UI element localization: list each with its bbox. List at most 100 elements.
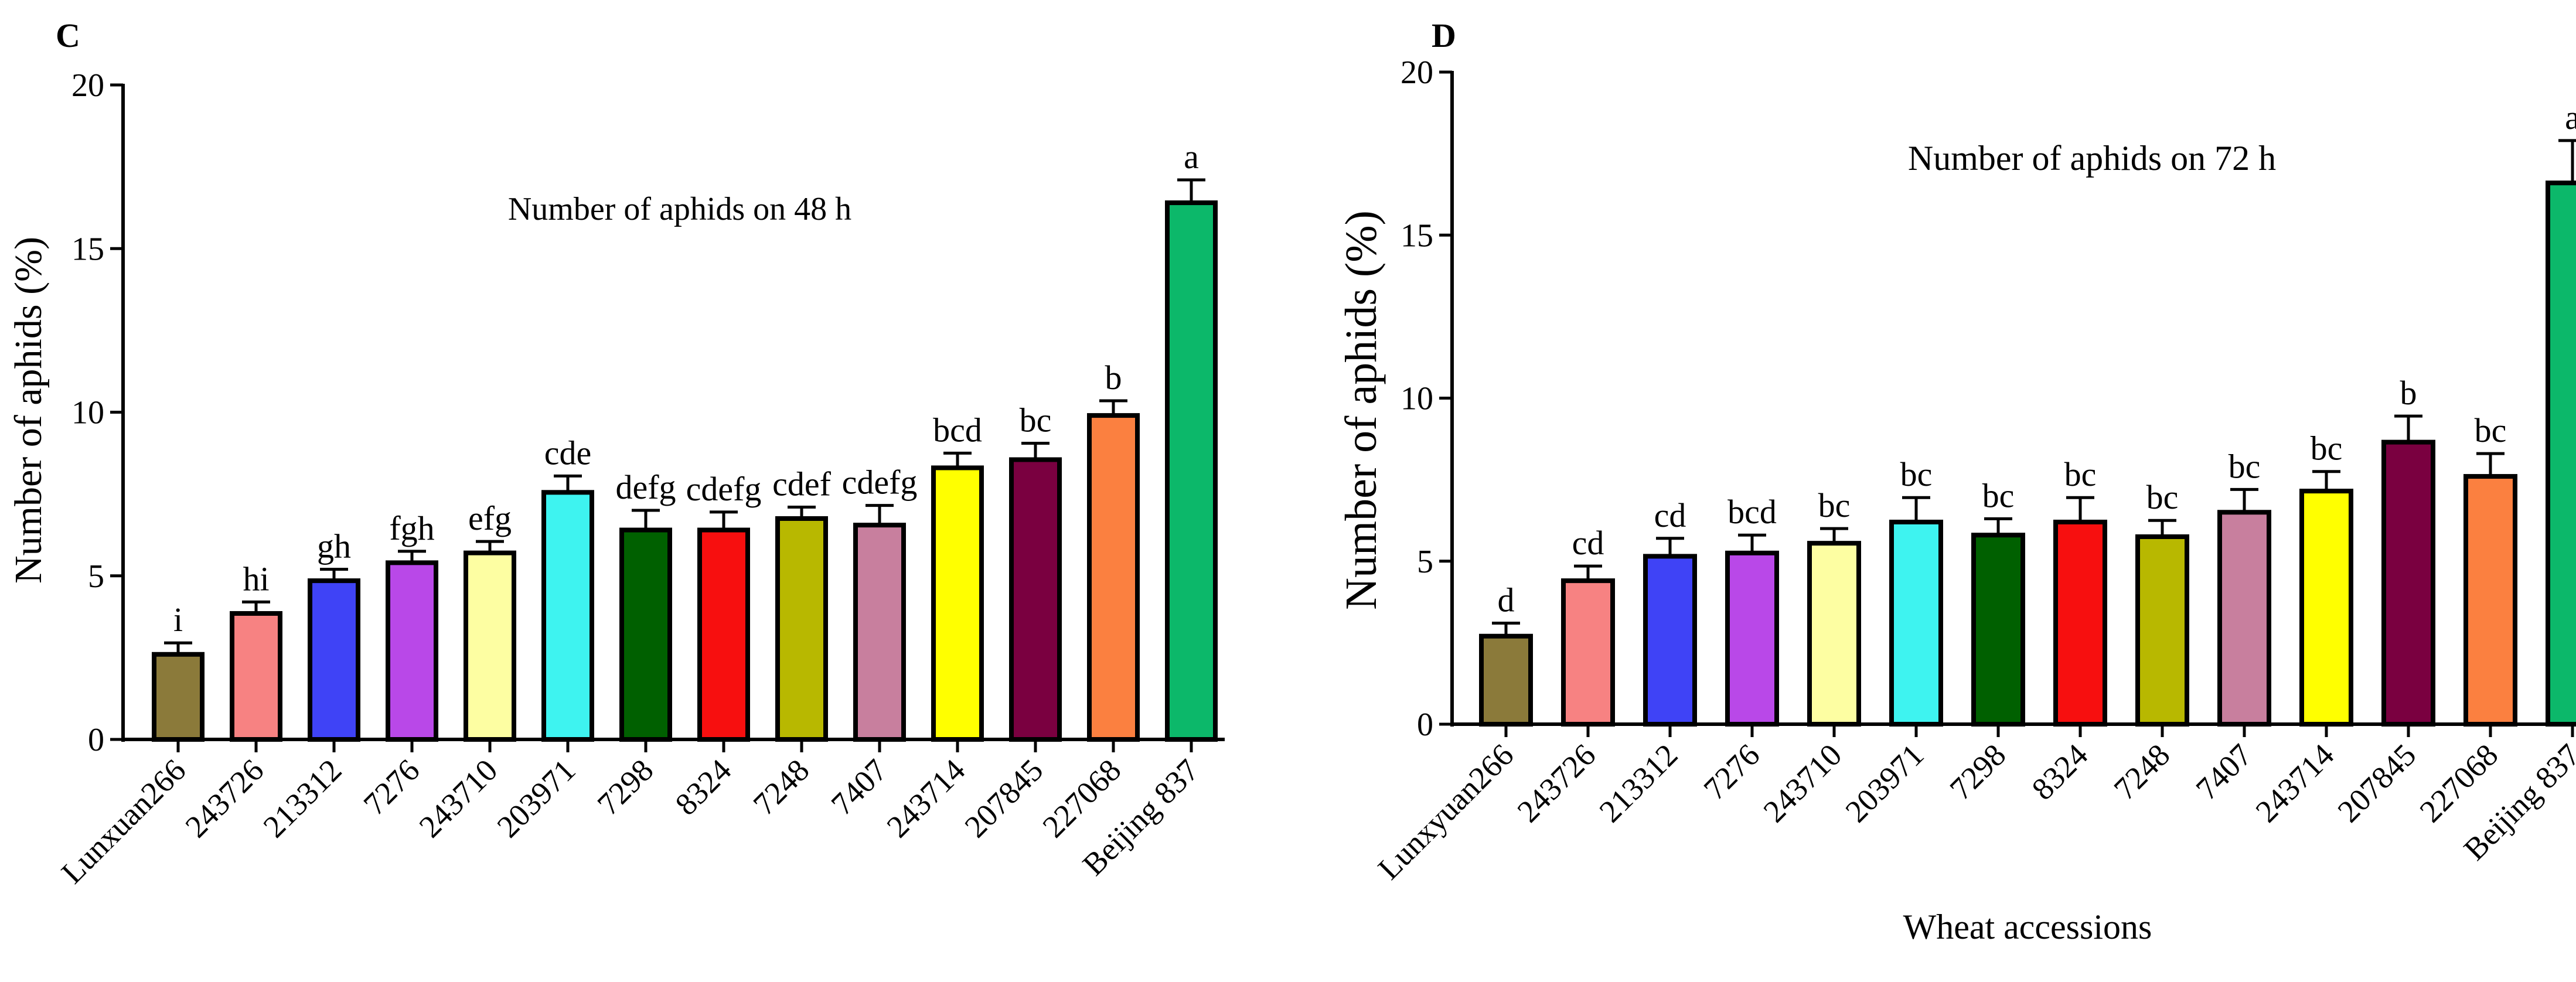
significance-letter: cd [1654,496,1686,534]
panel-label: D [1432,16,1456,54]
significance-letter: a [1184,138,1199,176]
significance-letter: fgh [389,509,434,547]
y-axis-label: Number of aphids (%) [7,237,50,584]
x-tick-label: 243710 [1757,737,1849,829]
bar [931,465,984,742]
significance-letter: cdefg [842,463,918,502]
bar [1971,533,2025,727]
x-tick-label: 207845 [958,752,1050,844]
bar [853,523,906,742]
panel-label: C [56,16,80,54]
significance-letter: i [173,601,183,639]
significance-letter: cd [1572,524,1604,562]
x-tick-label: 213312 [1593,737,1685,829]
bar [1561,578,1615,727]
y-tick-label: 15 [1401,217,1433,254]
bar [1009,457,1062,742]
bar [2463,474,2517,727]
x-axis-label: Wheat accessions [1903,908,2152,946]
x-tick-label: 7407 [2189,737,2259,807]
y-axis-label: Number of aphids (%) [1337,210,1386,610]
bar [230,611,282,742]
significance-letter: cde [544,434,592,472]
x-tick-label: 7298 [591,752,660,822]
bar [541,490,594,742]
significance-letter: bc [2311,429,2343,468]
bar [1725,550,1779,727]
x-tick-label: 243710 [413,752,505,844]
bar [1087,413,1140,742]
x-tick-label: 7276 [357,752,427,822]
y-tick-label: 10 [1401,381,1433,417]
bar [1807,541,1861,727]
x-tick-label: 203971 [490,752,582,844]
y-tick-label: 5 [1417,544,1433,580]
bar [1479,633,1533,727]
x-tick-label: 243726 [179,752,271,844]
significance-letter: bc [2064,455,2097,493]
bar [308,578,360,742]
x-tick-label: 7248 [2107,737,2177,807]
bar [1889,519,1943,727]
x-tick-label: Lunxuan266 [54,752,192,890]
bar [2053,519,2107,727]
bar [1165,200,1218,742]
x-tick-label: 7248 [747,752,816,822]
y-tick-label: 0 [88,722,104,758]
significance-letter: hi [243,560,269,598]
y-tick-label: 20 [71,67,104,104]
bar [2381,439,2435,727]
significance-letter: defg [615,468,676,506]
y-tick-label: 5 [88,558,104,595]
bar [2546,180,2576,727]
significance-letter: bc [1818,486,1851,524]
significance-letter: b [1105,359,1122,397]
chart-title: Number of aphids on 72 h [1908,139,2276,178]
significance-letter: efg [468,499,512,537]
bar [2135,534,2189,727]
chart-panel-c: C Number of aphids on 48 h Number of aphid… [7,16,1225,890]
bar [386,560,438,742]
y-tick-label: 0 [1417,707,1433,743]
x-tick-label: 7298 [1943,737,2013,807]
x-tick-label: Lunxyuan266 [1371,737,1521,886]
significance-letter: a [2565,98,2576,137]
x-tick-label: 207845 [2331,737,2423,829]
significance-letter: cdefg [686,470,762,508]
significance-letter: bc [1982,476,2015,514]
x-tick-label: 8324 [669,752,738,822]
significance-letter: bc [1900,455,1933,493]
x-tick-label: 213312 [257,752,349,844]
x-tick-label: 8324 [2025,737,2095,807]
x-tick-label: 243714 [880,752,972,844]
y-tick-label: 15 [71,231,104,267]
bar [619,527,672,742]
bar [1643,554,1697,727]
bar [2299,489,2353,727]
bar [2217,510,2271,727]
significance-letter: bcd [933,411,982,449]
significance-letter: bc [1020,401,1052,439]
chart-title: Number of aphids on 48 h [508,191,851,227]
significance-letter: d [1498,581,1515,619]
y-tick-label: 20 [1401,54,1433,91]
bar [152,652,205,742]
significance-letter: gh [317,527,351,565]
bar [464,550,516,742]
x-tick-label: 7407 [824,752,894,822]
x-tick-label: 203971 [1839,737,1931,829]
significance-letter: cdef [772,465,831,503]
bar [697,527,750,742]
significance-letter: b [2400,374,2417,412]
x-tick-label: 7276 [1697,737,1767,807]
x-tick-label: 243726 [1511,737,1603,829]
chart-panel-d: D Number of aphids on 72 h Number of aphid… [1337,16,2576,946]
significance-letter: bc [2475,411,2507,449]
significance-letter: bc [2229,447,2261,485]
y-tick-label: 10 [71,395,104,431]
significance-letter: bcd [1727,493,1777,531]
significance-letter: bc [2146,478,2179,516]
x-tick-label: 243714 [2249,737,2341,829]
bar [775,516,828,742]
